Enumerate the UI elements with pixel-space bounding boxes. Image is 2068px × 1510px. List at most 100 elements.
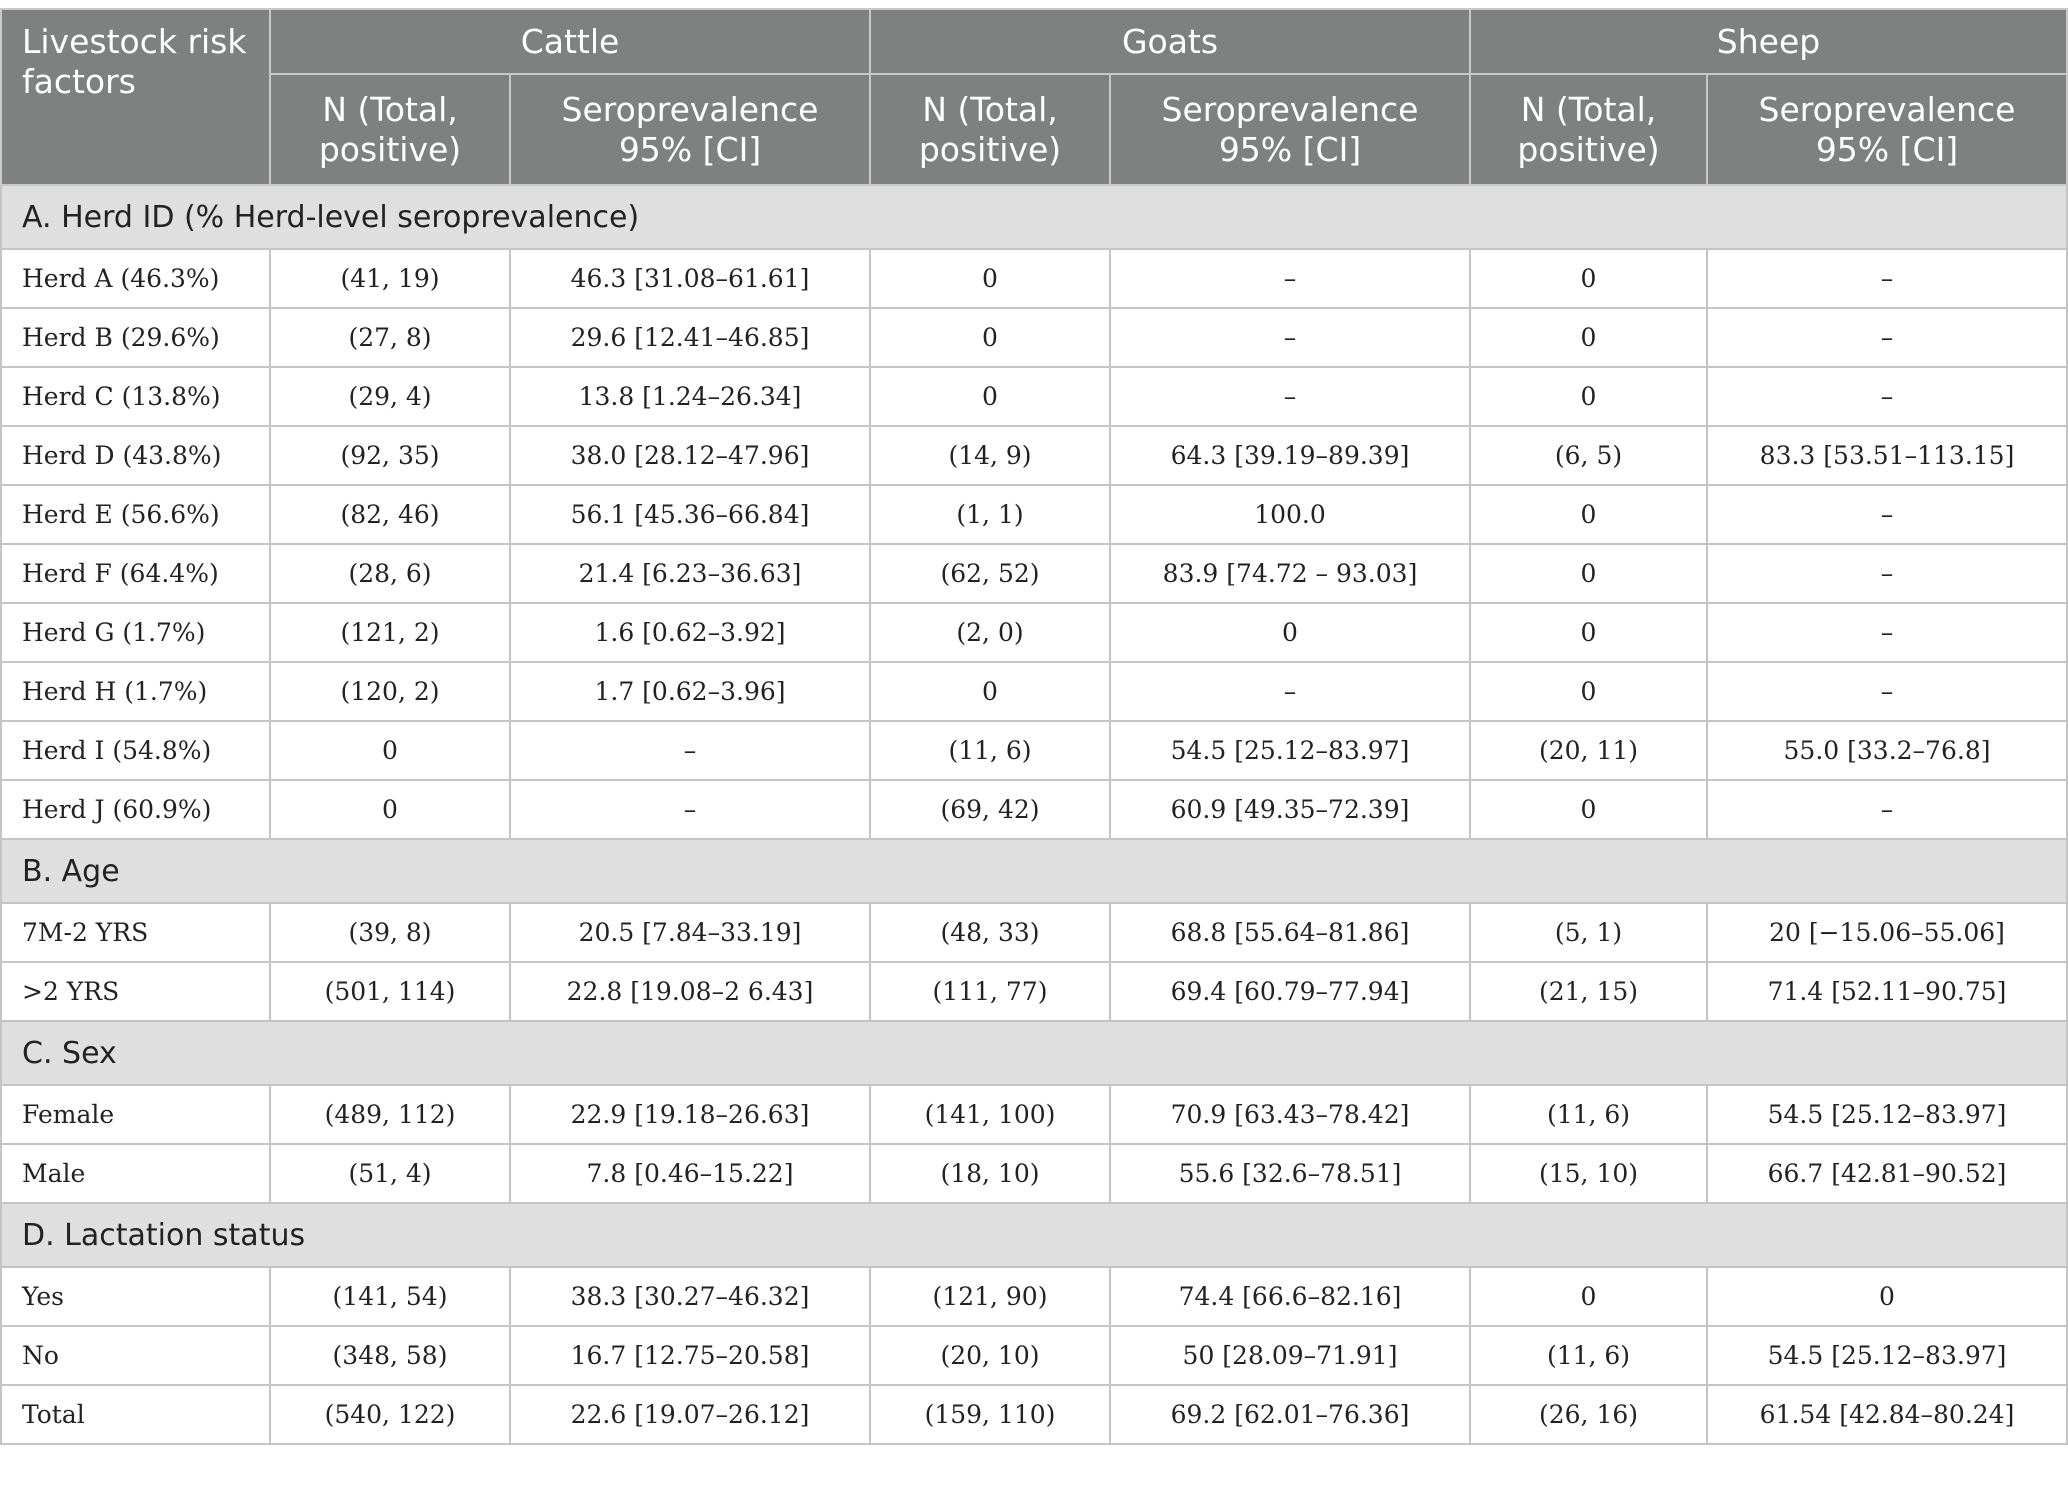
table-cell: 64.3 [39.19–89.39] <box>1109 425 1471 486</box>
table-cell: 22.6 [19.07–26.12] <box>509 1384 871 1445</box>
table-row: Female (489, 112) 22.9 [19.18–26.63] (141, … <box>0 1084 2068 1145</box>
table-cell: (121, 90) <box>869 1266 1111 1327</box>
row-label: Female <box>0 1084 271 1145</box>
table-cell: 16.7 [12.75–20.58] <box>509 1325 871 1386</box>
row-label: Herd A (46.3%) <box>0 248 271 309</box>
table-cell: 7.8 [0.46–15.22] <box>509 1143 871 1204</box>
row-label: Herd I (54.8%) <box>0 720 271 781</box>
table-cell: 0 <box>869 366 1111 427</box>
table-cell: (27, 8) <box>269 307 511 368</box>
table-cell: 54.5 [25.12–83.97] <box>1705 1325 2068 1386</box>
table-cell: (2, 0) <box>869 602 1111 663</box>
row-label: Herd H (1.7%) <box>0 661 271 722</box>
table-cell: 0 <box>869 307 1111 368</box>
table-cell: 66.7 [42.81–90.52] <box>1705 1143 2068 1204</box>
table-cell: (501, 114) <box>269 961 511 1022</box>
sheep-header: Sheep <box>1468 8 2068 75</box>
table-cell: 55.6 [32.6–78.51] <box>1109 1143 1471 1204</box>
table-body: A. Herd ID (% Herd-level seroprevalence)… <box>0 184 2068 1445</box>
table-row: Herd B (29.6%) (27, 8) 29.6 [12.41–46.85] 0… <box>0 307 2068 368</box>
row-label: Total <box>0 1384 271 1445</box>
table-cell: 83.9 [74.72 – 93.03] <box>1109 543 1471 604</box>
table-cell: (15, 10) <box>1469 1143 1708 1204</box>
row-label: >2 YRS <box>0 961 271 1022</box>
table-cell: – <box>1109 307 1471 368</box>
table-cell: – <box>1109 248 1471 309</box>
table-row: Total (540, 122) 22.6 [19.07–26.12] (159, 1… <box>0 1384 2068 1445</box>
table-cell: 13.8 [1.24–26.34] <box>509 366 871 427</box>
table-cell: 20 [−15.06–55.06] <box>1705 902 2068 963</box>
row-label: Herd C (13.8%) <box>0 366 271 427</box>
table-cell: 69.2 [62.01–76.36] <box>1109 1384 1471 1445</box>
cattle-sero-header: Seroprevalence 95% [CI] <box>509 73 871 186</box>
table-cell: – <box>1705 661 2068 722</box>
goats-n-header: N (Total, positive) <box>869 73 1111 186</box>
table-row: Herd H (1.7%) (120, 2) 1.7 [0.62–3.96] 0–0– <box>0 661 2068 722</box>
table-cell: 70.9 [63.43–78.42] <box>1109 1084 1471 1145</box>
section-title: C. Sex <box>0 1020 2068 1086</box>
table-row: Herd D (43.8%) (92, 35) 38.0 [28.12–47.96]… <box>0 425 2068 486</box>
table-cell: 54.5 [25.12–83.97] <box>1109 720 1471 781</box>
table-cell: (26, 16) <box>1469 1384 1708 1445</box>
row-label: Herd J (60.9%) <box>0 779 271 840</box>
table-cell: 0 <box>869 661 1111 722</box>
table-cell: (141, 54) <box>269 1266 511 1327</box>
table-cell: (51, 4) <box>269 1143 511 1204</box>
table-cell: 29.6 [12.41–46.85] <box>509 307 871 368</box>
table-cell: (39, 8) <box>269 902 511 963</box>
table-cell: (540, 122) <box>269 1384 511 1445</box>
table-row: Herd J (60.9%) 0– (69, 42) 60.9 [49.35–72.3… <box>0 779 2068 840</box>
table-cell: (111, 77) <box>869 961 1111 1022</box>
table-header: Livestock risk factors Cattle Goats Shee… <box>0 8 2068 186</box>
cattle-header: Cattle <box>269 8 871 75</box>
table-cell: (11, 6) <box>1469 1325 1708 1386</box>
table-cell: 0 <box>1469 661 1708 722</box>
sheep-n-header: N (Total, positive) <box>1469 73 1708 186</box>
table-cell: – <box>509 720 871 781</box>
table-cell: 0 <box>1469 602 1708 663</box>
table-cell: – <box>1705 779 2068 840</box>
row-label: Herd F (64.4%) <box>0 543 271 604</box>
table-cell: 0 <box>1469 1266 1708 1327</box>
table-row: Herd G (1.7%) (121, 2) 1.6 [0.62–3.92] (2, … <box>0 602 2068 663</box>
table-cell: (92, 35) <box>269 425 511 486</box>
table-cell: 0 <box>1469 248 1708 309</box>
table-cell: 21.4 [6.23–36.63] <box>509 543 871 604</box>
table-cell: (62, 52) <box>869 543 1111 604</box>
table-cell: (29, 4) <box>269 366 511 427</box>
table-cell: (48, 33) <box>869 902 1111 963</box>
table-cell: (348, 58) <box>269 1325 511 1386</box>
table-row: >2 YRS (501, 114) 22.8 [19.08–2 6.43] (111,… <box>0 961 2068 1022</box>
table-cell: (20, 10) <box>869 1325 1111 1386</box>
table-cell: 60.9 [49.35–72.39] <box>1109 779 1471 840</box>
table-cell: 1.7 [0.62–3.96] <box>509 661 871 722</box>
table-cell: 69.4 [60.79–77.94] <box>1109 961 1471 1022</box>
table-cell: 71.4 [52.11–90.75] <box>1705 961 2068 1022</box>
table-cell: 0 <box>1469 779 1708 840</box>
table-cell: 0 <box>1705 1266 2068 1327</box>
section-row: A. Herd ID (% Herd-level seroprevalence) <box>0 184 2068 250</box>
table-cell: – <box>1705 307 2068 368</box>
row-label: Herd B (29.6%) <box>0 307 271 368</box>
table-cell: 0 <box>1469 543 1708 604</box>
table-cell: – <box>509 779 871 840</box>
table-cell: 50 [28.09–71.91] <box>1109 1325 1471 1386</box>
table-cell: 56.1 [45.36–66.84] <box>509 484 871 545</box>
table-cell: (82, 46) <box>269 484 511 545</box>
table-cell: – <box>1705 366 2068 427</box>
table-cell: – <box>1705 602 2068 663</box>
row-label: Herd G (1.7%) <box>0 602 271 663</box>
table-cell: (11, 6) <box>869 720 1111 781</box>
table-cell: 83.3 [53.51–113.15] <box>1705 425 2068 486</box>
section-row: C. Sex <box>0 1020 2068 1086</box>
section-row: B. Age <box>0 838 2068 904</box>
table-cell: (1, 1) <box>869 484 1111 545</box>
table-cell: (489, 112) <box>269 1084 511 1145</box>
table-cell: – <box>1705 248 2068 309</box>
table-cell: (21, 15) <box>1469 961 1708 1022</box>
table-cell: 0 <box>869 248 1111 309</box>
row-label: 7M-2 YRS <box>0 902 271 963</box>
cattle-n-header: N (Total, positive) <box>269 73 511 186</box>
table-cell: 1.6 [0.62–3.92] <box>509 602 871 663</box>
row-label: Herd D (43.8%) <box>0 425 271 486</box>
